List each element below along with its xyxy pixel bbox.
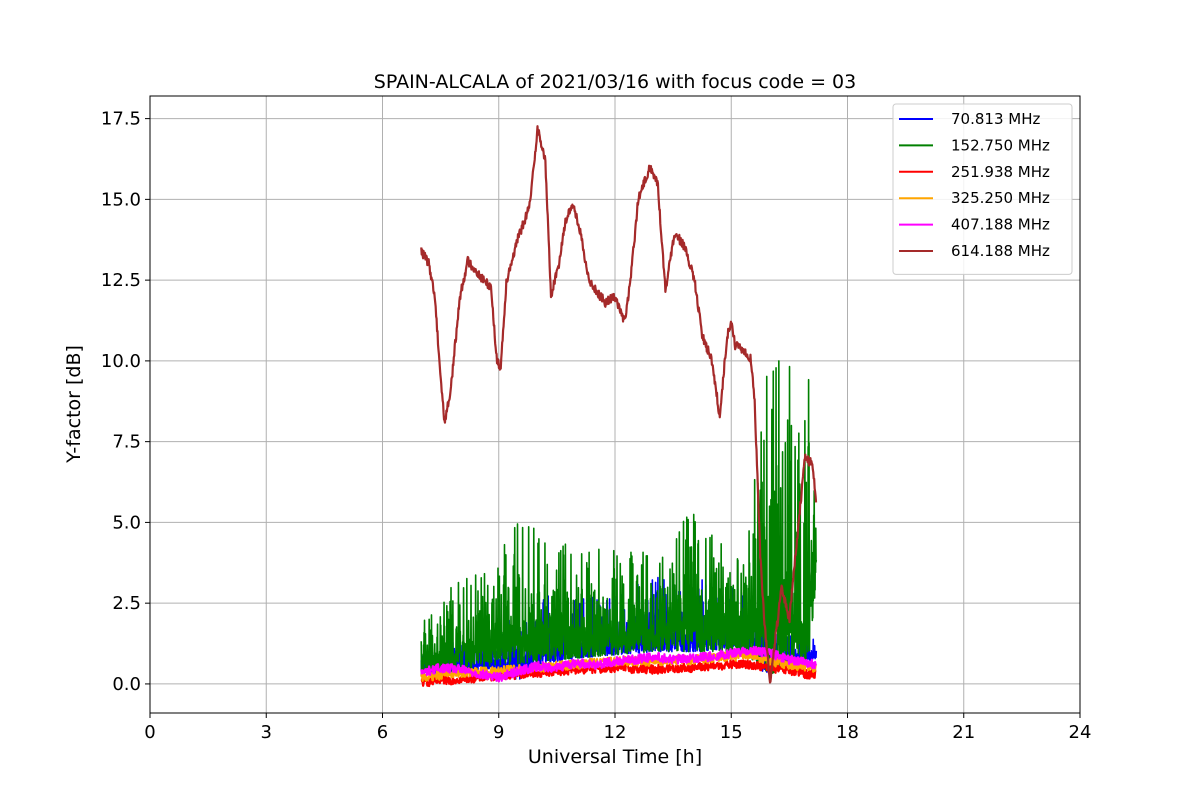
y-tick-label: 0.0 [112, 674, 141, 695]
x-tick-label: 21 [952, 722, 975, 743]
legend-label: 325.250 MHz [951, 189, 1050, 207]
y-tick-label: 7.5 [112, 432, 141, 453]
y-tick-label: 2.5 [112, 593, 141, 614]
y-tick-label: 17.5 [101, 109, 141, 130]
x-tick-label: 0 [144, 722, 155, 743]
series-line [420, 645, 818, 683]
x-tick-label: 3 [261, 722, 272, 743]
x-tick-label: 24 [1069, 722, 1092, 743]
legend-label: 251.938 MHz [951, 163, 1050, 181]
legend-label: 70.813 MHz [951, 110, 1040, 128]
y-axis-label: Y-factor [dB] [63, 345, 85, 464]
series-layer [420, 125, 818, 688]
chart-title: SPAIN-ALCALA of 2021/03/16 with focus co… [374, 71, 856, 93]
x-tick-label: 12 [604, 722, 627, 743]
legend-box [892, 103, 1073, 275]
x-axis: 0 3 6 9 12 15 18 21 24 [144, 713, 1091, 743]
legend-label: 152.750 MHz [951, 136, 1050, 154]
legend-label: 407.188 MHz [951, 216, 1050, 234]
y-tick-label: 5.0 [112, 512, 141, 533]
legend-label: 614.188 MHz [951, 242, 1050, 260]
series-line [420, 125, 818, 684]
x-tick-label: 18 [836, 722, 859, 743]
x-tick-label: 6 [377, 722, 388, 743]
y-tick-label: 10.0 [101, 351, 141, 372]
x-axis-label: Universal Time [h] [528, 746, 702, 768]
x-tick-label: 9 [493, 722, 504, 743]
y-axis: 0.0 2.5 5.0 7.5 10.0 12.5 15.0 17.5 [101, 109, 150, 695]
legend: 70.813 MHz 152.750 MHz 251.938 MHz 325.250 … [892, 103, 1073, 275]
y-tick-label: 12.5 [101, 270, 141, 291]
x-tick-label: 15 [720, 722, 743, 743]
y-tick-label: 15.0 [101, 189, 141, 210]
